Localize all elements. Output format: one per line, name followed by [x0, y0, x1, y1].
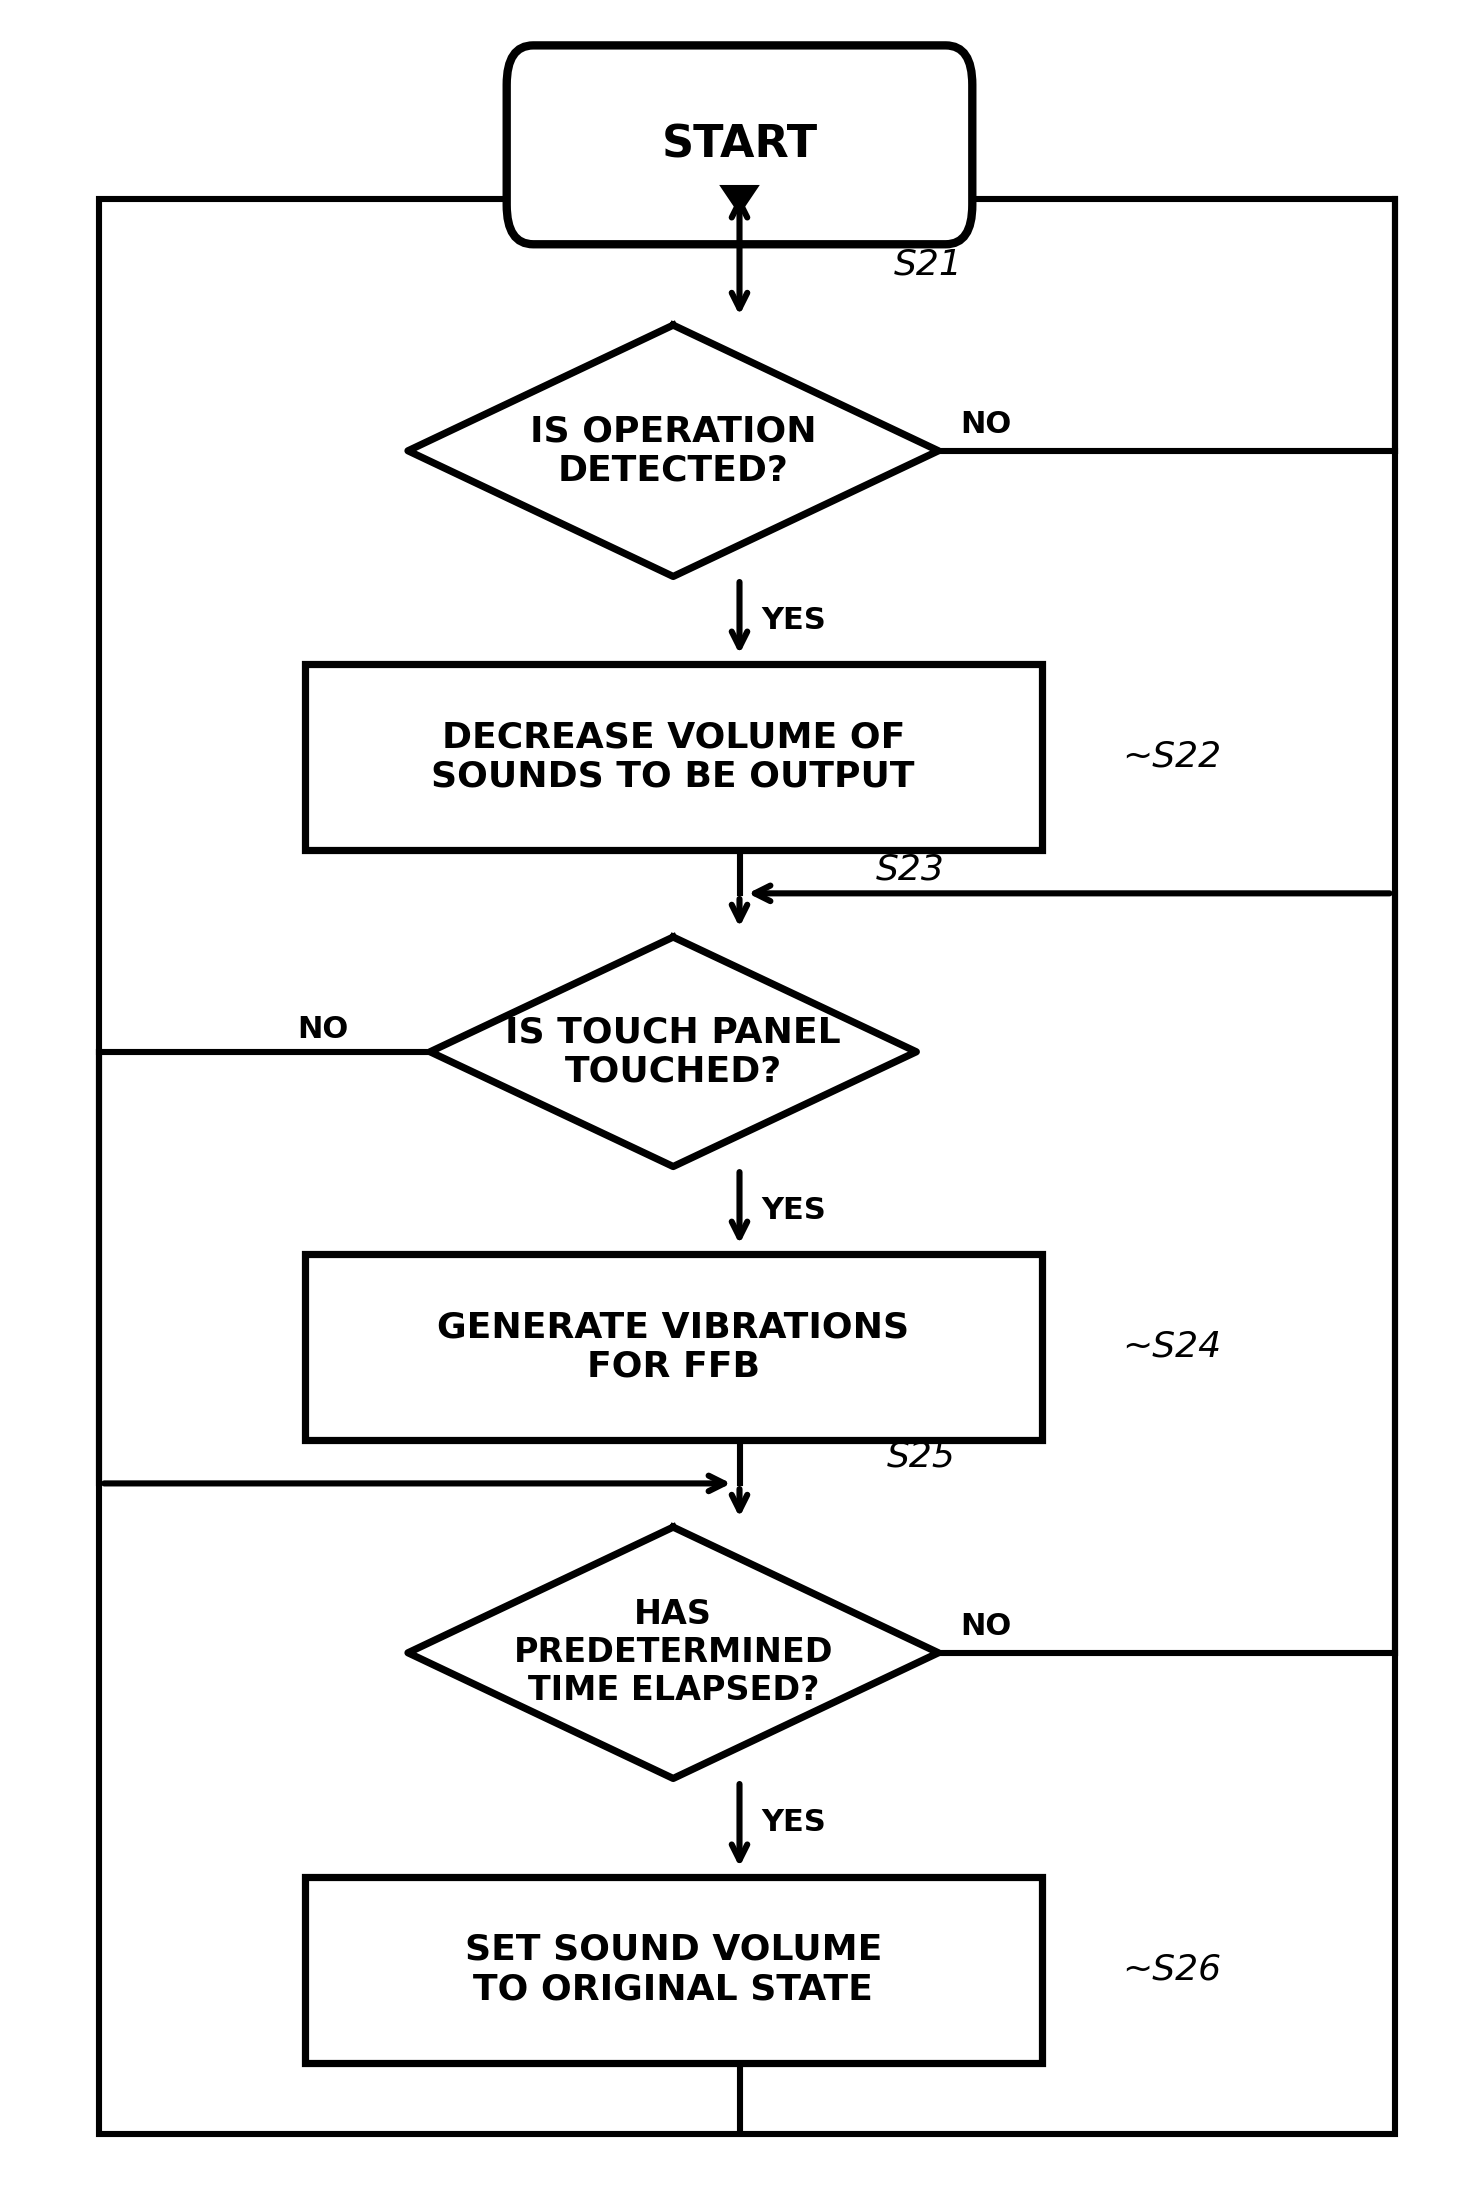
Text: S21: S21 [895, 248, 963, 283]
Text: S25: S25 [887, 1439, 955, 1472]
Text: DECREASE VOLUME OF
SOUNDS TO BE OUTPUT: DECREASE VOLUME OF SOUNDS TO BE OUTPUT [432, 721, 916, 793]
Bar [305, 664, 1041, 850]
Text: YES: YES [762, 1808, 827, 1836]
Text: YES: YES [762, 605, 827, 635]
Text: ~S22: ~S22 [1123, 741, 1222, 773]
Text: START: START [661, 123, 818, 167]
Text: ~S24: ~S24 [1123, 1330, 1222, 1363]
Text: IS TOUCH PANEL
TOUCHED?: IS TOUCH PANEL TOUCHED? [506, 1014, 842, 1089]
Text: ~S26: ~S26 [1123, 1952, 1222, 1987]
Bar [99, 199, 1395, 2134]
Text: NO: NO [960, 410, 1012, 438]
Text: NO: NO [297, 1014, 349, 1045]
Text: S23: S23 [876, 852, 945, 885]
Bar [305, 1253, 1041, 1439]
Text: YES: YES [762, 1196, 827, 1225]
Text: IS OPERATION
DETECTED?: IS OPERATION DETECTED? [529, 414, 816, 486]
Text: HAS
PREDETERMINED
TIME ELAPSED?: HAS PREDETERMINED TIME ELAPSED? [513, 1597, 833, 1707]
Text: SET SOUND VOLUME
TO ORIGINAL STATE: SET SOUND VOLUME TO ORIGINAL STATE [464, 1932, 881, 2007]
Text: GENERATE VIBRATIONS
FOR FFB: GENERATE VIBRATIONS FOR FFB [438, 1310, 910, 1383]
FancyBboxPatch shape [507, 46, 972, 243]
Bar [305, 1878, 1041, 2062]
Polygon shape [722, 186, 757, 213]
Text: NO: NO [960, 1613, 1012, 1641]
